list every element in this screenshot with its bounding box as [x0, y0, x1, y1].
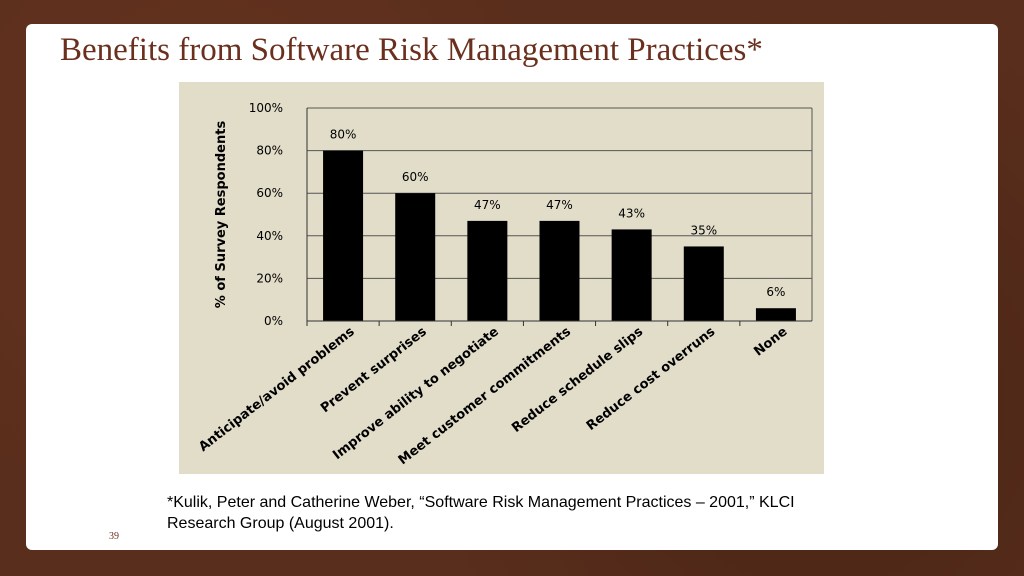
- bar: [467, 220, 508, 321]
- data-label: 80%: [330, 128, 357, 142]
- bar-chart: 0% 20% 40% 60% 80% 100% 80% Anticipate/avoid pr…: [179, 82, 824, 474]
- bar-chart-svg: 0% 20% 40% 60% 80% 100% 80% Anticipate/avoid pr…: [196, 101, 813, 468]
- slide: Benefits from Software Risk Management P…: [26, 24, 998, 550]
- data-label: 35%: [690, 223, 717, 237]
- citation-line-2: Research Group (August 2001).: [167, 515, 394, 532]
- data-label: 47%: [546, 198, 573, 212]
- citation-line-1: *Kulik, Peter and Catherine Weber, “Soft…: [167, 494, 795, 511]
- x-category-label: Reduce schedule slips: [509, 324, 646, 436]
- y-tick-label: 100%: [249, 101, 283, 115]
- x-category-label: Anticipate/avoid problems: [196, 324, 358, 455]
- bar: [323, 150, 364, 321]
- data-label: 60%: [402, 170, 429, 184]
- bar: [539, 220, 580, 321]
- data-label: 47%: [474, 198, 501, 212]
- data-label: 43%: [618, 206, 645, 220]
- slide-number: 39: [109, 531, 119, 542]
- x-category-label: None: [751, 324, 790, 359]
- citation: *Kulik, Peter and Catherine Weber, “Soft…: [167, 492, 967, 534]
- bar: [611, 229, 652, 321]
- y-tick-label: 0%: [264, 314, 283, 328]
- y-tick-label: 80%: [256, 144, 283, 158]
- slide-title: Benefits from Software Risk Management P…: [60, 32, 763, 68]
- bar: [395, 193, 436, 321]
- x-category-label: Reduce cost overruns: [584, 324, 719, 434]
- bar: [755, 308, 796, 321]
- y-tick-label: 60%: [256, 186, 283, 200]
- y-axis-label: % of Survey Respondents: [214, 121, 229, 309]
- y-tick-label: 20%: [256, 271, 283, 285]
- bar: [683, 246, 724, 321]
- data-label: 6%: [766, 285, 785, 299]
- y-tick-label: 40%: [256, 229, 283, 243]
